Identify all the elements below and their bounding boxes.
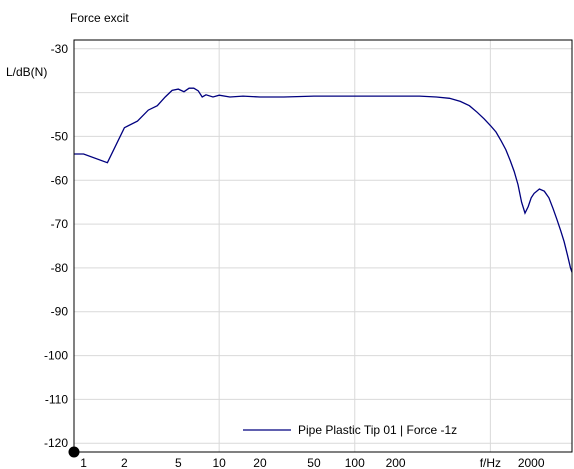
- y-tick-label: -70: [51, 217, 69, 231]
- series-layer: [74, 87, 573, 273]
- x-tick-label: 200: [386, 456, 406, 469]
- y-tick-label: -100: [44, 349, 68, 363]
- y-tick-label: -50: [51, 129, 69, 143]
- y-tick-label: -90: [51, 305, 69, 319]
- y-tick-label: -80: [51, 261, 69, 275]
- x-tick-label: 2000: [518, 456, 545, 469]
- x-tick-label: 50: [307, 456, 321, 469]
- plot-frame: [73, 39, 573, 453]
- y-tick-label: -60: [51, 173, 69, 187]
- chart-title: Force excit: [70, 11, 129, 25]
- grid: [74, 40, 572, 452]
- y-tick-label: -30: [51, 42, 69, 56]
- series-line: [74, 87, 573, 273]
- x-tick-label: 20: [253, 456, 267, 469]
- x-tick-labels: 1 2 5 10 20 50 100 200 f/Hz 2000: [80, 456, 545, 469]
- y-tick-label: -120: [44, 436, 68, 450]
- origin-marker[interactable]: [68, 446, 80, 458]
- y-axis-label: L/dB(N): [6, 65, 47, 79]
- x-tick-label: 100: [345, 456, 365, 469]
- legend: Pipe Plastic Tip 01 | Force -1z: [243, 423, 457, 437]
- legend-entry: Pipe Plastic Tip 01 | Force -1z: [298, 423, 457, 437]
- x-tick-label: 1: [80, 456, 87, 469]
- x-tick-label: 5: [175, 456, 182, 469]
- x-tick-label: f/Hz: [480, 456, 501, 469]
- y-tick-label: -110: [45, 392, 68, 406]
- x-tick-label: 2: [121, 456, 128, 469]
- y-tick-labels: -30 -50 -60 -70 -80 -90 -100 -110 -120: [44, 42, 68, 450]
- x-tick-label: 10: [212, 456, 226, 469]
